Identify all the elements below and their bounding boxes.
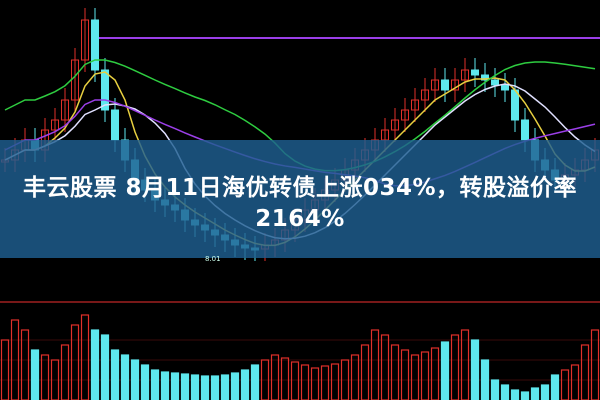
volume-bar <box>290 361 300 400</box>
volume-bar <box>440 341 450 400</box>
volume-bar <box>580 344 590 400</box>
volume-bar <box>10 319 20 400</box>
volume-bar <box>100 334 110 400</box>
candle-body <box>521 119 529 141</box>
volume-bar <box>80 314 90 400</box>
volume-bar <box>420 351 430 400</box>
volume-bar <box>50 359 60 400</box>
volume-bar <box>220 374 230 400</box>
candle-body <box>441 79 449 91</box>
volume-bar <box>500 384 510 400</box>
candle-body <box>81 19 89 61</box>
volume-bar <box>60 344 70 400</box>
headline-banner <box>0 140 600 258</box>
candle-body <box>491 79 499 86</box>
volume-bar <box>370 329 380 400</box>
volume-bar <box>470 339 480 400</box>
volume-bar <box>110 349 120 400</box>
volume-bar <box>560 369 570 400</box>
volume-bar <box>240 369 250 400</box>
volume-bar <box>260 359 270 400</box>
candle-body <box>451 79 459 91</box>
candle-body <box>421 89 429 101</box>
volume-bar <box>160 371 170 400</box>
volume-bar <box>360 344 370 400</box>
volume-bar <box>30 349 40 400</box>
volume-bar <box>590 329 600 400</box>
volume-bar <box>510 389 520 400</box>
headline-line-2: 2164% <box>255 206 345 232</box>
volume-bar <box>310 367 320 400</box>
volume-bar <box>20 329 30 400</box>
candle-body <box>401 109 409 121</box>
volume-bar <box>410 354 420 400</box>
candle-body <box>511 89 519 121</box>
volume-bar <box>570 364 580 400</box>
volume-bar <box>550 374 560 400</box>
volume-bar <box>190 374 200 400</box>
volume-bar <box>200 375 210 400</box>
volume-bar <box>0 339 10 400</box>
volume-bar <box>130 359 140 400</box>
candle-body <box>91 19 99 71</box>
volume-bar <box>390 344 400 400</box>
volume-bar <box>540 384 550 400</box>
candle-body <box>501 84 509 91</box>
volume-bar <box>210 375 220 400</box>
candle-body <box>391 119 399 131</box>
candle-body <box>51 119 59 131</box>
volume-bar <box>150 369 160 400</box>
candle-body <box>101 69 109 111</box>
headline-line-1: 丰云股票 8月11日海优转债上涨034%，转股溢价率 <box>22 175 578 201</box>
volume-bar <box>300 364 310 400</box>
volume-bar <box>280 357 290 400</box>
candle-body <box>461 69 469 81</box>
volume-bar <box>90 329 100 400</box>
candle-body <box>411 99 419 111</box>
volume-bar <box>230 372 240 400</box>
volume-bar <box>140 364 150 400</box>
volume-bar <box>180 373 190 400</box>
volume-bar <box>40 354 50 400</box>
volume-bar <box>400 349 410 400</box>
candle-body <box>61 99 69 121</box>
candle-body <box>431 79 439 91</box>
volume-bar <box>340 359 350 400</box>
volume-bar <box>350 354 360 400</box>
volume-bar <box>480 359 490 400</box>
volume-bar <box>330 363 340 400</box>
candle-body <box>471 69 479 76</box>
volume-bar <box>120 354 130 400</box>
candle-body <box>481 74 489 81</box>
low-price-annotation: 8.01 <box>205 255 221 263</box>
volume-bar <box>320 365 330 400</box>
volume-bar <box>70 324 80 400</box>
volume-bar <box>430 347 440 400</box>
volume-bar <box>460 329 470 400</box>
volume-bar <box>380 334 390 400</box>
volume-bar <box>170 372 180 400</box>
volume-bar <box>250 364 260 400</box>
candle-body <box>111 109 119 141</box>
volume-bar <box>270 354 280 400</box>
volume-bar <box>530 387 540 400</box>
volume-bar <box>450 334 460 400</box>
volume-bar <box>520 391 530 400</box>
volume-bar <box>490 379 500 400</box>
